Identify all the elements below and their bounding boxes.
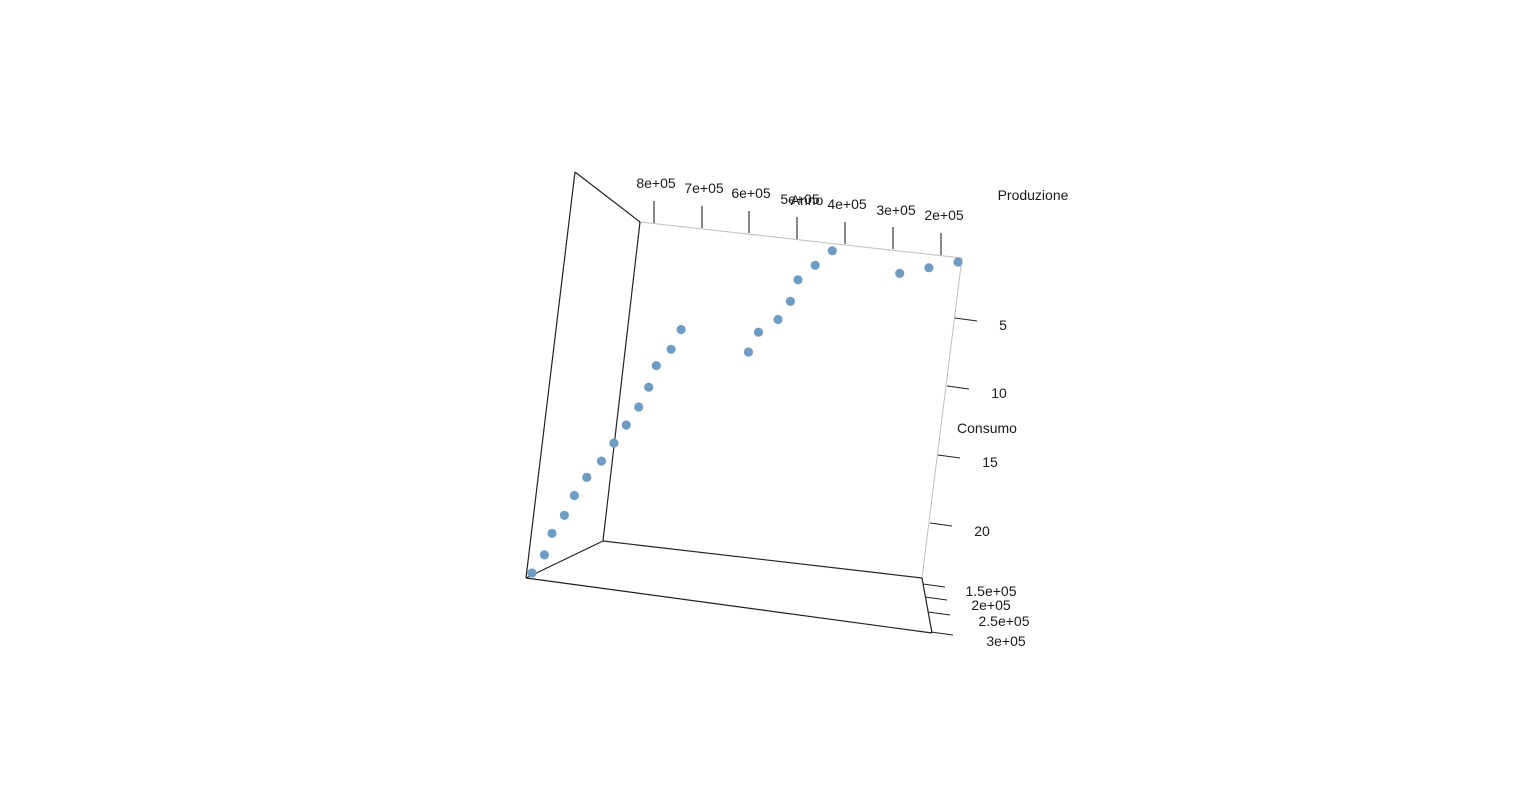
depth-tick-label: 2e+05	[971, 597, 1011, 613]
data-point	[811, 261, 820, 270]
data-point	[667, 345, 676, 354]
data-point	[597, 457, 606, 466]
data-point	[677, 325, 686, 334]
data-point	[547, 529, 556, 538]
data-point	[582, 473, 591, 482]
consumo-tick-mark	[930, 523, 952, 526]
produzione-tick-label: 4e+05	[827, 196, 867, 212]
data-point	[754, 328, 763, 337]
consumo-tick-mark	[955, 318, 977, 321]
produzione-axis: 8e+05 7e+05 6e+05 5e+05 4e+05 3e+05 2e+0…	[636, 175, 1068, 255]
depth-tick-mark	[925, 597, 947, 600]
box-edge-outer-right	[922, 578, 932, 633]
data-point	[609, 439, 618, 448]
data-point	[924, 263, 933, 272]
consumo-axis-label: Consumo	[957, 420, 1017, 436]
anno-axis-label: Anno	[791, 192, 824, 208]
data-point	[744, 347, 753, 356]
data-point	[560, 511, 569, 520]
data-point	[793, 275, 802, 284]
data-point	[953, 257, 962, 266]
data-point	[652, 361, 661, 370]
depth-tick-label: 3e+05	[986, 633, 1026, 649]
data-point	[527, 568, 536, 577]
consumo-tick-label: 20	[974, 523, 990, 539]
depth-axis: 1.5e+05 2e+05 2.5e+05 3e+05	[923, 583, 1030, 649]
produzione-tick-label: 8e+05	[636, 175, 676, 191]
produzione-tick-label: 2e+05	[924, 207, 964, 223]
consumo-tick-mark	[938, 455, 960, 458]
box-edge-top-back	[640, 222, 962, 258]
produzione-tick-label: 7e+05	[684, 180, 724, 196]
data-point	[773, 315, 782, 324]
data-points	[527, 246, 962, 577]
box-edge-inner-bottom	[603, 541, 922, 578]
consumo-tick-label: 5	[999, 317, 1007, 333]
data-point	[644, 383, 653, 392]
data-point	[634, 402, 643, 411]
plot-box	[526, 172, 962, 633]
depth-tick-label: 2.5e+05	[979, 613, 1030, 629]
box-edge-inner-diagonal	[526, 541, 603, 578]
data-point	[895, 269, 904, 278]
produzione-tick-label: 6e+05	[731, 185, 771, 201]
consumo-tick-label: 10	[991, 385, 1007, 401]
box-edge-inner-vertical	[603, 222, 640, 541]
data-point	[622, 420, 631, 429]
depth-tick-mark	[928, 612, 950, 615]
data-point	[540, 550, 549, 559]
depth-tick-mark	[923, 584, 945, 587]
consumo-axis: 5 10 15 20 Consumo	[930, 317, 1017, 539]
data-point	[570, 491, 579, 500]
data-point	[828, 246, 837, 255]
consumo-tick-label: 15	[982, 454, 998, 470]
produzione-axis-label: Produzione	[998, 187, 1069, 203]
consumo-tick-mark	[947, 386, 969, 389]
box-edge-right-back	[922, 258, 962, 578]
produzione-tick-label: 3e+05	[876, 202, 916, 218]
box-edge-top-left	[575, 172, 640, 222]
data-point	[786, 297, 795, 306]
box-edge-outer-bottom	[526, 578, 932, 633]
depth-tick-mark	[931, 632, 953, 635]
